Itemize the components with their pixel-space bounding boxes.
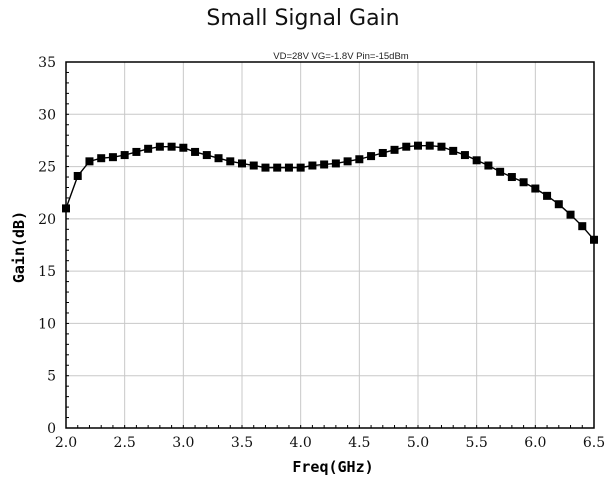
- data-point-marker: [132, 147, 141, 156]
- x-tick-label: 5.0: [407, 435, 429, 451]
- data-point-marker: [108, 153, 117, 162]
- data-point-marker: [531, 184, 540, 193]
- data-point-marker: [73, 171, 82, 180]
- gain-line: [65, 144, 595, 241]
- y-tick-label: 20: [38, 212, 56, 228]
- y-tick-label: 35: [38, 55, 56, 71]
- data-point-marker: [85, 157, 94, 166]
- data-point-marker: [496, 167, 505, 176]
- data-point-marker: [355, 155, 364, 164]
- data-point-marker: [331, 159, 340, 168]
- data-point-marker: [273, 163, 282, 172]
- data-point-marker: [554, 200, 563, 209]
- y-tick-label: 0: [47, 421, 56, 437]
- data-point-marker: [320, 160, 329, 169]
- data-point-marker: [378, 148, 387, 157]
- data-point-marker: [120, 151, 129, 160]
- x-tick-label: 5.5: [466, 435, 488, 451]
- x-tick-label: 4.5: [348, 435, 370, 451]
- data-point-marker: [202, 151, 211, 160]
- x-axis-label: Freq(GHz): [292, 458, 373, 476]
- data-point-marker: [343, 157, 352, 166]
- data-point-marker: [519, 178, 528, 187]
- x-tick-label: 4.0: [290, 435, 312, 451]
- y-tick-label: 5: [47, 369, 56, 385]
- data-point-marker: [144, 144, 153, 153]
- data-point-marker: [425, 141, 434, 150]
- x-tick-label: 6.0: [524, 435, 546, 451]
- data-point-marker: [214, 154, 223, 163]
- data-point-marker: [390, 145, 399, 154]
- data-point-marker: [543, 191, 552, 200]
- data-point-marker: [449, 146, 458, 155]
- plot-area: [62, 141, 598, 244]
- data-point-marker: [308, 161, 317, 170]
- data-point-marker: [284, 163, 293, 172]
- x-tick-label: 3.0: [172, 435, 194, 451]
- y-tick-label: 30: [38, 107, 56, 123]
- y-tick-label: 25: [38, 160, 56, 176]
- data-point-marker: [167, 142, 176, 151]
- data-point-marker: [155, 142, 164, 151]
- data-point-marker: [226, 157, 235, 166]
- data-point-marker: [566, 210, 575, 219]
- data-point-marker: [484, 161, 493, 170]
- x-tick-label: 3.5: [231, 435, 253, 451]
- data-point-marker: [437, 142, 446, 151]
- tick-labels: 2.0 2.5 3.0 3.5 4.0 4.5 5.0 5.5 6.0 6.5 0 5 10 15 20 25…: [38, 55, 605, 451]
- data-point-marker: [414, 141, 422, 150]
- grid: [65, 61, 595, 429]
- data-point-marker: [179, 143, 188, 152]
- data-point-marker: [296, 163, 305, 172]
- data-point-marker: [191, 147, 200, 156]
- chart-subtitle: VD=28V VG=-1.8V Pin=-15dBm: [273, 51, 409, 62]
- data-point-marker: [261, 163, 270, 172]
- data-point-marker: [249, 161, 258, 170]
- x-tick-label: 6.5: [583, 435, 605, 451]
- data-point-marker: [460, 151, 469, 160]
- y-axis-label: Gain(dB): [10, 211, 28, 283]
- plot-frame: [65, 61, 595, 429]
- y-tick-label: 10: [38, 316, 56, 332]
- data-point-marker: [402, 142, 411, 151]
- chart-title: Small Signal Gain: [206, 6, 400, 31]
- x-tick-label: 2.5: [114, 435, 136, 451]
- x-tick-label: 2.0: [55, 435, 77, 451]
- data-point-marker: [238, 159, 246, 168]
- data-point-marker: [578, 222, 587, 231]
- data-point-marker: [367, 152, 376, 161]
- data-point-marker: [507, 173, 516, 182]
- data-point-marker: [472, 156, 481, 165]
- data-point-marker: [97, 154, 106, 163]
- y-tick-label: 15: [38, 264, 56, 280]
